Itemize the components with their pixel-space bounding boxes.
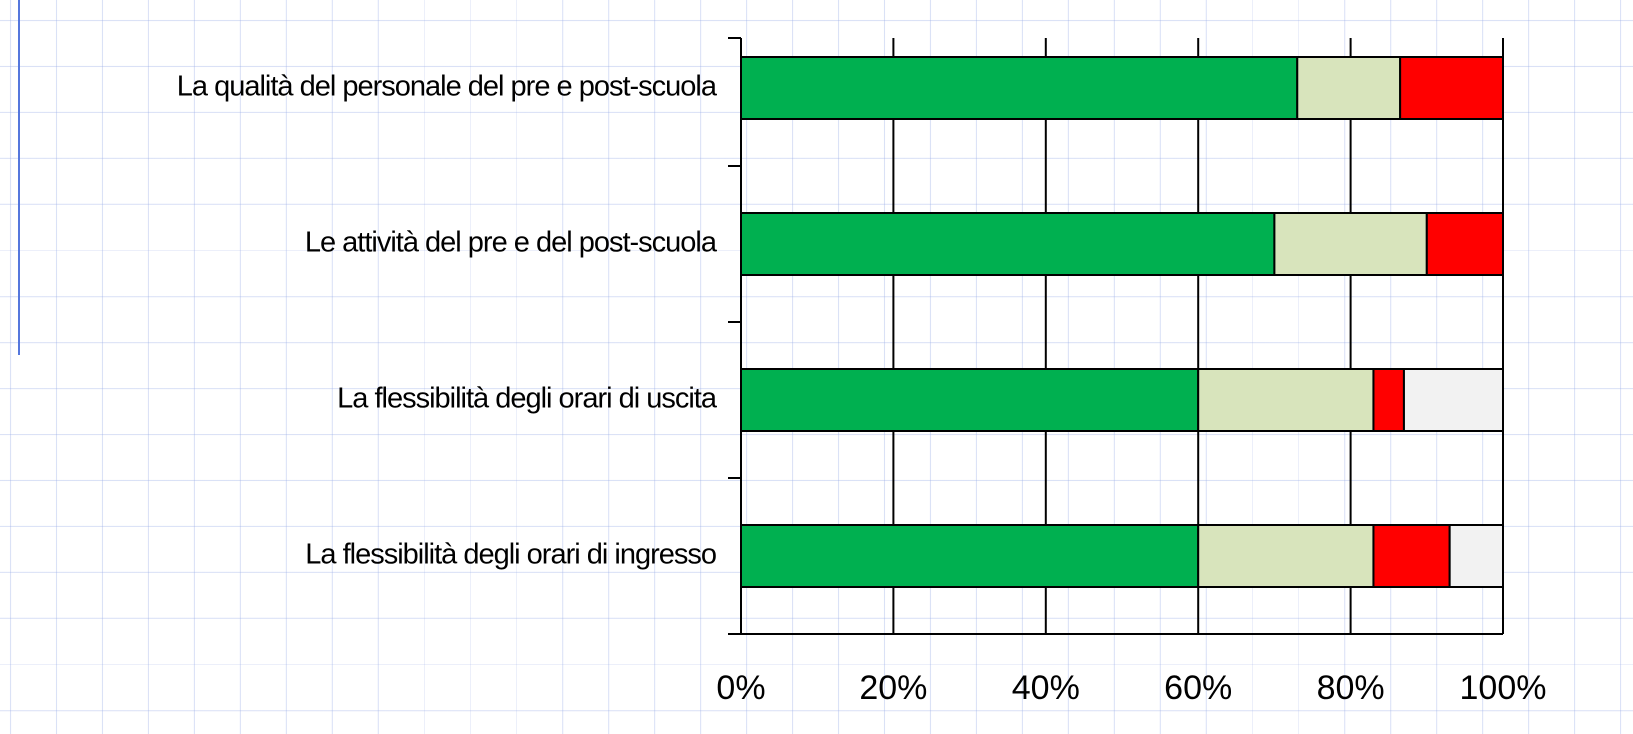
bar-segment xyxy=(1402,368,1504,432)
x-tick-label: 0% xyxy=(716,669,765,707)
category-label: La flessibilità degli orari di ingresso xyxy=(305,539,716,571)
bar-segment xyxy=(1197,368,1375,432)
bar-segment xyxy=(1296,56,1402,120)
bar-segment xyxy=(1273,212,1428,276)
x-tick-label: 20% xyxy=(859,669,927,707)
bar-segment xyxy=(1425,212,1505,276)
bar-segment xyxy=(1197,524,1375,588)
bar-segment xyxy=(740,524,1200,588)
category-label: Le attività del pre e del post-scuola xyxy=(305,227,718,259)
category-label: La flessibilità degli orari di uscita xyxy=(337,383,718,415)
x-tick-label: 80% xyxy=(1317,669,1385,707)
x-tick-label: 40% xyxy=(1012,669,1080,707)
bar-segment xyxy=(740,212,1276,276)
bar-segment xyxy=(1399,56,1505,120)
x-tick-label: 60% xyxy=(1164,669,1232,707)
bar-segment xyxy=(740,368,1200,432)
category-label: La qualità del personale del pre e post-… xyxy=(177,71,718,103)
bar-segment xyxy=(1372,524,1451,588)
bar-segment xyxy=(1372,368,1405,432)
x-tick-label: 100% xyxy=(1460,669,1547,707)
bar-segment xyxy=(1448,524,1505,588)
bar-segment xyxy=(740,56,1299,120)
